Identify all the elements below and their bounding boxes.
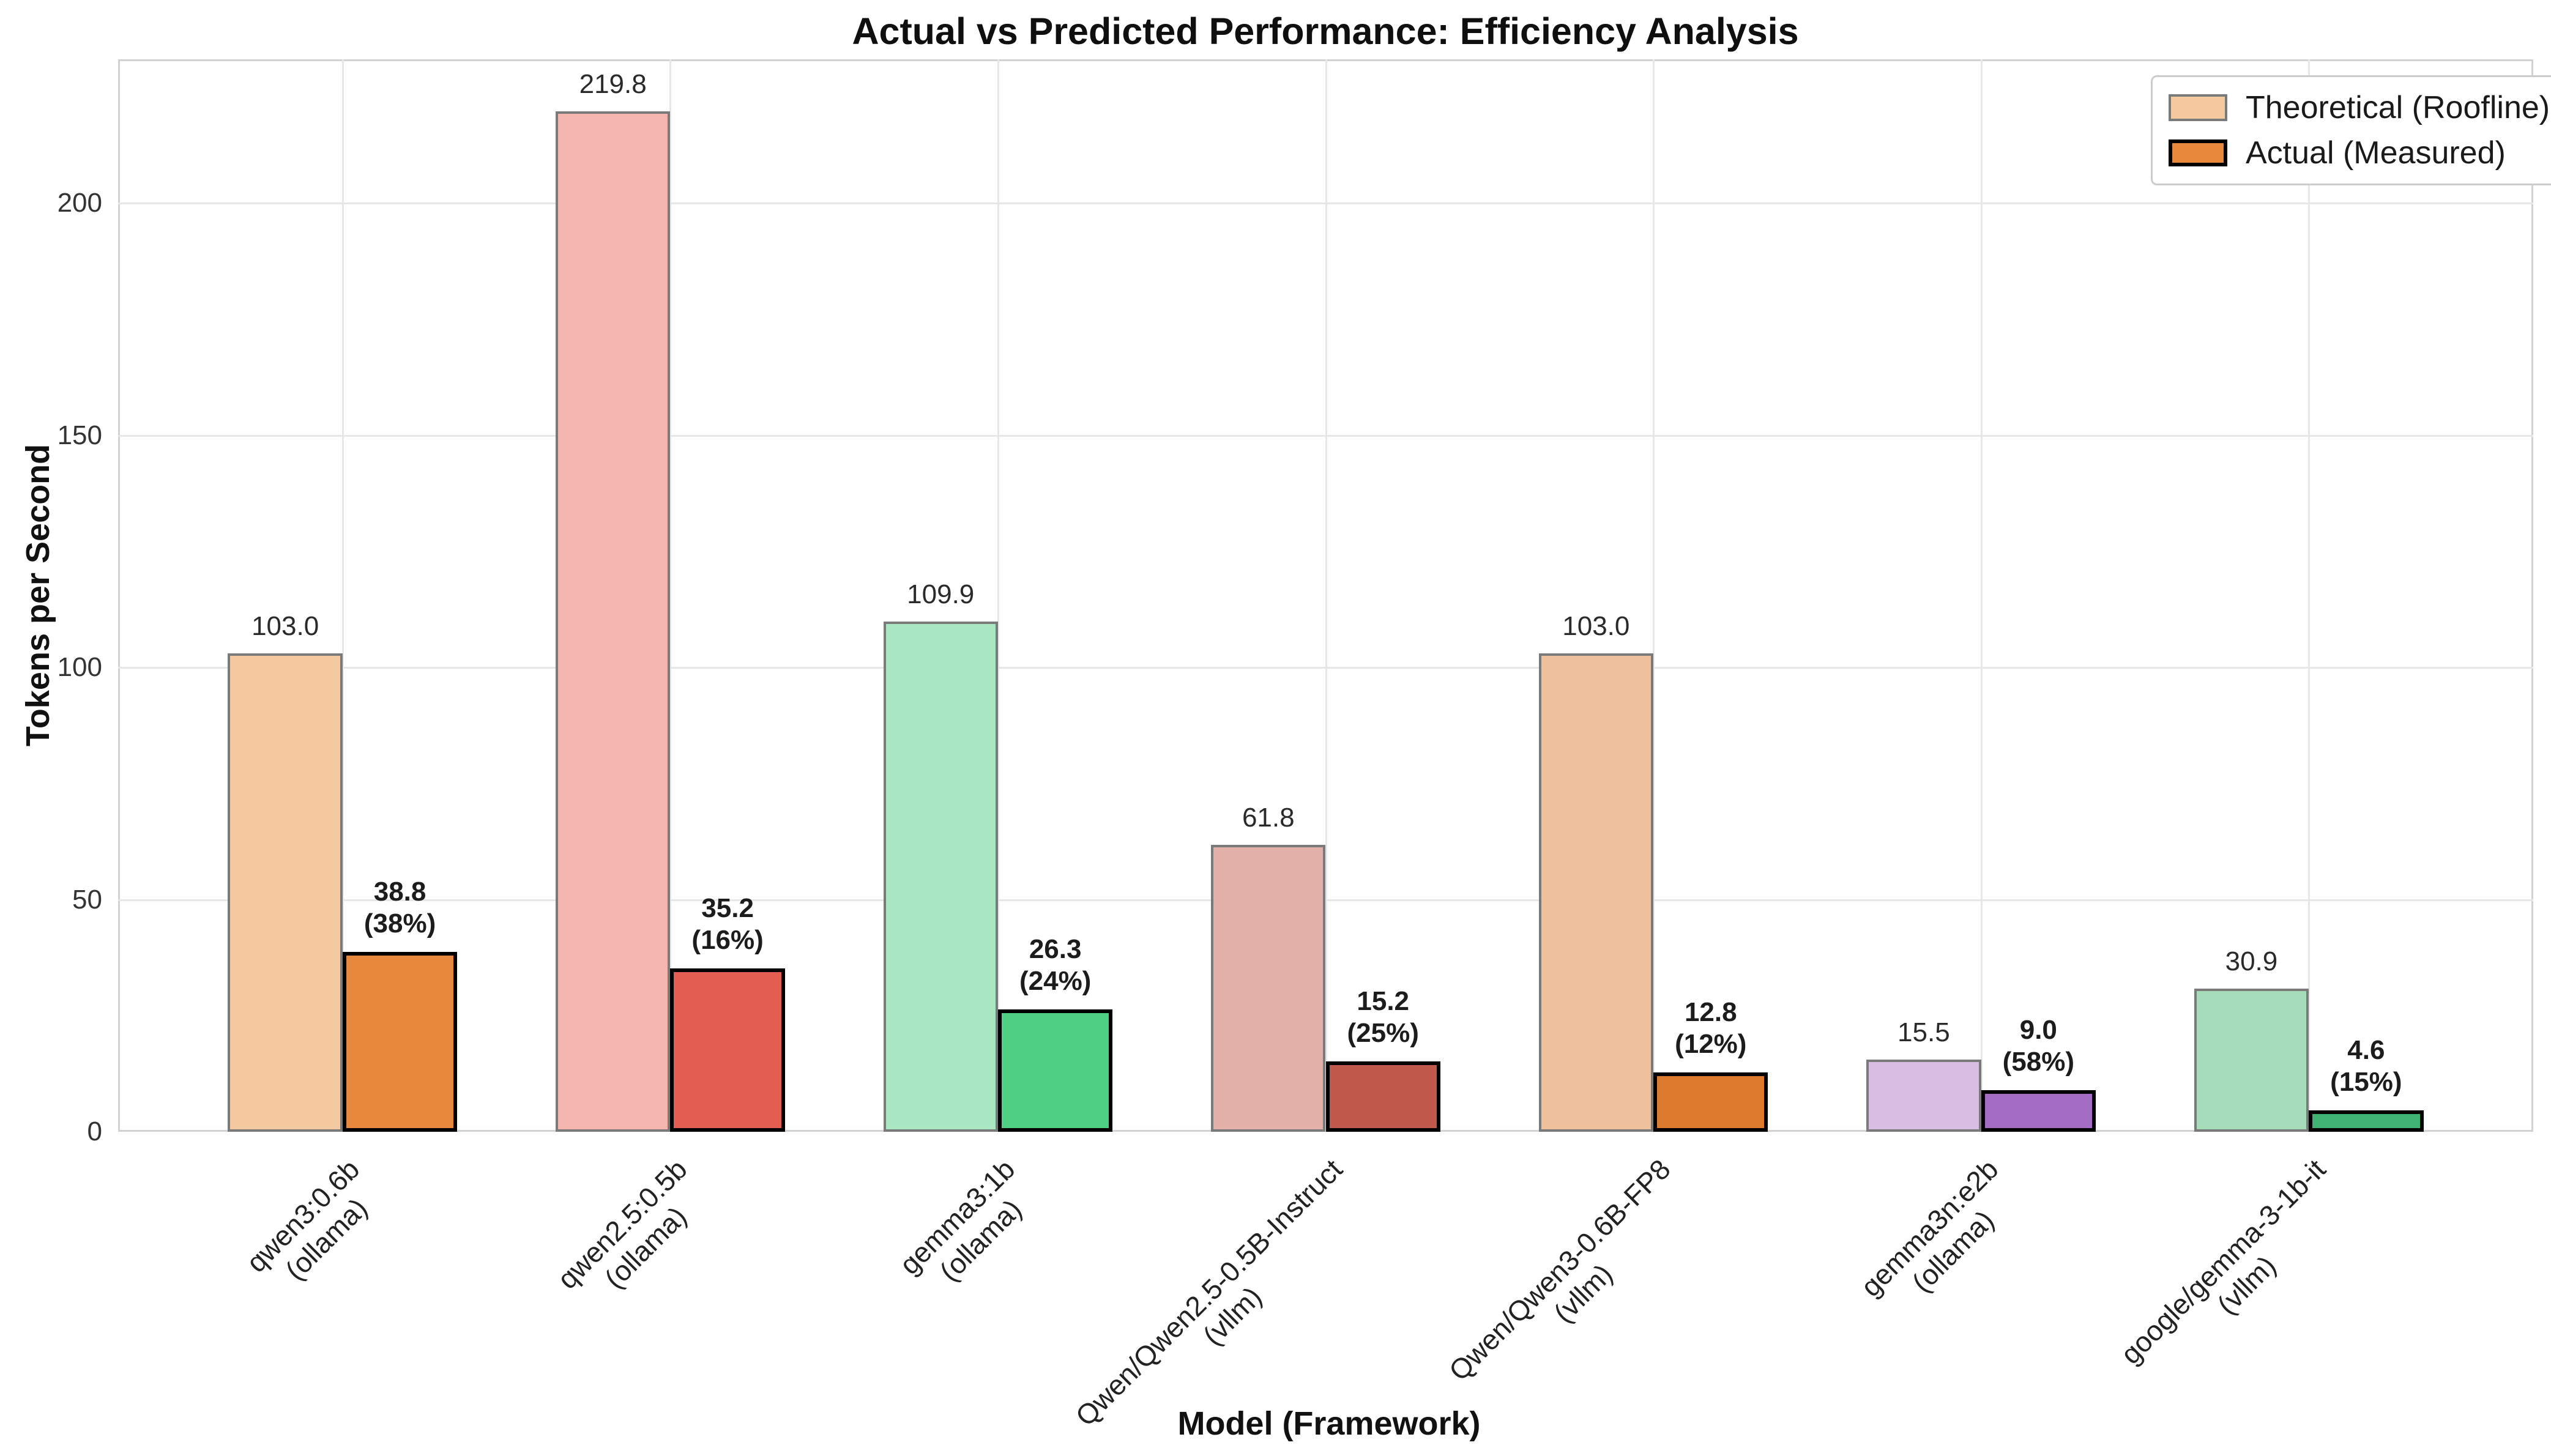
actual-value-label: 9.0 (58%) bbox=[2003, 1014, 2074, 1078]
bar-theoretical bbox=[1538, 653, 1654, 1132]
y-axis-title: Tokens per Second bbox=[20, 444, 56, 747]
actual-pct-line: (58%) bbox=[2002, 1046, 2074, 1077]
x-gridline bbox=[997, 59, 999, 1132]
theoretical-value-label: 103.0 bbox=[251, 611, 319, 642]
theoretical-value-label: 219.8 bbox=[579, 69, 647, 99]
x-axis-title: Model (Framework) bbox=[1177, 1405, 1481, 1442]
x-tick-label: Qwen/Qwen3-0.6B-FP8 (vllm) bbox=[1442, 1153, 1700, 1411]
actual-value-line: 26.3 bbox=[1029, 934, 1082, 965]
actual-value-label: 12.8 (12%) bbox=[1675, 997, 1746, 1060]
actual-pct-line: (24%) bbox=[1019, 966, 1092, 997]
x-gridline bbox=[1325, 59, 1327, 1132]
theoretical-value-label: 109.9 bbox=[907, 579, 975, 609]
actual-pct-line: (12%) bbox=[1675, 1028, 1747, 1059]
x-tick-framework: (vllm) bbox=[1547, 1257, 1618, 1329]
theoretical-value-label: 103.0 bbox=[1562, 611, 1630, 642]
legend-entry-actual: Actual (Measured) bbox=[2169, 135, 2550, 171]
bar-actual bbox=[670, 968, 785, 1132]
y-tick-label: 50 bbox=[72, 884, 102, 915]
actual-value-line: 12.8 bbox=[1684, 997, 1737, 1027]
legend: Theoretical (Roofline) Actual (Measured) bbox=[2151, 75, 2551, 185]
bar-theoretical bbox=[555, 111, 671, 1132]
bar-theoretical bbox=[1866, 1060, 1981, 1132]
legend-swatch-actual bbox=[2169, 139, 2227, 166]
legend-label-actual: Actual (Measured) bbox=[2246, 135, 2506, 171]
bar-actual bbox=[1653, 1072, 1768, 1132]
actual-value-label: 15.2 (25%) bbox=[1347, 986, 1419, 1049]
x-gridline bbox=[1980, 59, 1983, 1132]
actual-value-label: 35.2 (16%) bbox=[691, 893, 763, 956]
x-gridline bbox=[2308, 59, 2311, 1132]
legend-entry-theoretical: Theoretical (Roofline) bbox=[2169, 89, 2550, 126]
x-tick-label: google/gemma-3-1b-it (vllm) bbox=[2114, 1153, 2356, 1394]
y-tick-label: 200 bbox=[57, 188, 102, 218]
x-tick-label: qwen2.5:0.5b (ollama) bbox=[551, 1153, 717, 1319]
x-tick-label: gemma3:1b (ollama) bbox=[893, 1153, 1045, 1304]
y-tick-label: 150 bbox=[57, 420, 102, 450]
y-tick-label: 0 bbox=[87, 1116, 102, 1146]
theoretical-value-label: 30.9 bbox=[2225, 946, 2278, 976]
bar-actual bbox=[1325, 1061, 1440, 1132]
bar-actual bbox=[342, 951, 458, 1132]
actual-value-line: 15.2 bbox=[1357, 986, 1410, 1016]
actual-value-line: 4.6 bbox=[2347, 1035, 2385, 1066]
chart-title: Actual vs Predicted Performance: Efficie… bbox=[852, 10, 1799, 52]
bar-actual bbox=[997, 1009, 1113, 1132]
actual-pct-line: (16%) bbox=[691, 924, 764, 955]
bar-actual bbox=[1981, 1090, 2096, 1132]
theoretical-value-label: 61.8 bbox=[1242, 803, 1295, 833]
actual-value-line: 9.0 bbox=[2019, 1014, 2057, 1045]
y-tick-label: 100 bbox=[57, 652, 102, 683]
x-tick-model: Qwen/Qwen2.5-0.5B-Instruct bbox=[1069, 1153, 1349, 1432]
x-gridline bbox=[341, 59, 344, 1132]
bar-actual bbox=[2309, 1110, 2424, 1132]
bar-theoretical bbox=[1211, 845, 1326, 1132]
actual-value-label: 26.3 (24%) bbox=[1019, 934, 1091, 997]
x-gridline bbox=[669, 59, 672, 1132]
actual-value-line: 35.2 bbox=[701, 893, 754, 923]
x-tick-model: Qwen/Qwen3-0.6B-FP8 bbox=[1442, 1153, 1677, 1387]
bar-theoretical bbox=[883, 621, 998, 1132]
legend-label-theoretical: Theoretical (Roofline) bbox=[2246, 90, 2550, 125]
actual-pct-line: (25%) bbox=[1347, 1017, 1419, 1048]
bar-theoretical bbox=[228, 653, 343, 1132]
x-tick-model: google/gemma-3-1b-it bbox=[2114, 1153, 2332, 1370]
x-tick-label: qwen3:0.6b (ollama) bbox=[240, 1153, 390, 1302]
actual-pct-line: (38%) bbox=[363, 908, 436, 938]
actual-value-label: 4.6 (15%) bbox=[2330, 1034, 2402, 1098]
actual-pct-line: (15%) bbox=[2330, 1067, 2402, 1098]
actual-value-label: 38.8 (38%) bbox=[364, 876, 436, 940]
x-gridline bbox=[1653, 59, 1655, 1132]
x-tick-framework: (vllm) bbox=[2211, 1249, 2282, 1321]
legend-swatch-theoretical bbox=[2169, 94, 2227, 121]
actual-value-line: 38.8 bbox=[373, 876, 426, 907]
bar-theoretical bbox=[2194, 988, 2309, 1132]
x-tick-label: gemma3n:e2b (ollama) bbox=[1854, 1153, 2028, 1326]
theoretical-value-label: 15.5 bbox=[1897, 1017, 1950, 1048]
